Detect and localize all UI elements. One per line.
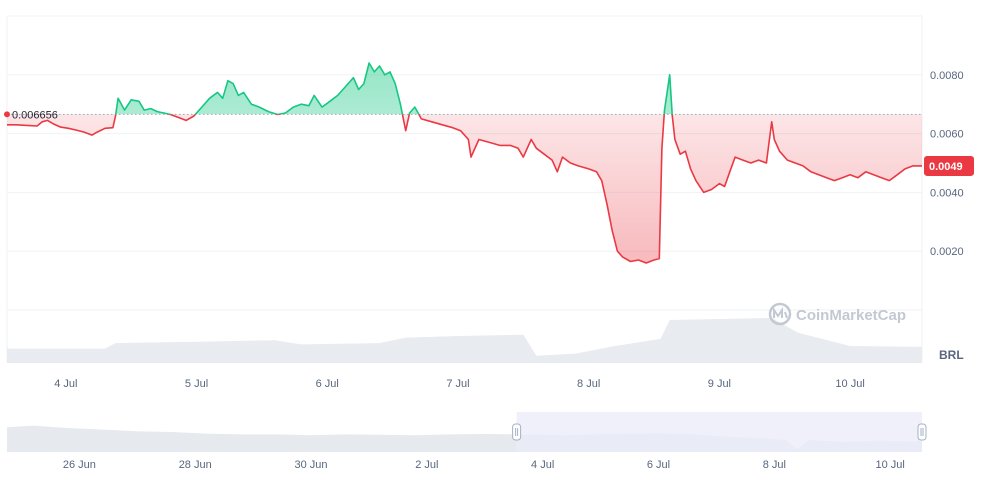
y-tick-label: 0.0060 xyxy=(930,129,964,141)
reference-dot xyxy=(4,111,10,118)
x-tick-label: 4 Jul xyxy=(54,378,77,390)
current-price-badge: 0.0049 xyxy=(924,155,974,176)
navigator-x-axis: 26 Jun 28 Jun 30 Jun 2 Jul 4 Jul 6 Jul 8 Jul 10… xyxy=(63,459,905,471)
x-tick-label: 5 Jul xyxy=(185,378,208,390)
navigator-selection[interactable] xyxy=(516,412,922,452)
navigator-handle-left[interactable] xyxy=(512,423,522,441)
reference-price-text: 0.006656 xyxy=(12,109,58,121)
volume-shape xyxy=(7,317,922,362)
navigator-x-tick-label: 30 Jun xyxy=(295,459,328,471)
x-tick-label: 6 Jul xyxy=(316,378,339,390)
x-tick-label: 8 Jul xyxy=(577,378,600,390)
range-navigator[interactable] xyxy=(7,412,927,452)
watermark-text: CoinMarketCap xyxy=(796,307,906,324)
x-tick-label: 7 Jul xyxy=(446,378,469,390)
navigator-x-tick-label: 6 Jul xyxy=(647,459,670,471)
y-axis: 0.0080 0.0060 0.0040 0.0020 xyxy=(930,70,964,258)
x-tick-label: 9 Jul xyxy=(708,378,731,390)
y-tick-label: 0.0080 xyxy=(930,70,964,82)
navigator-x-tick-label: 10 Jul xyxy=(875,459,904,471)
handle-grip[interactable] xyxy=(512,423,522,441)
x-tick-label: 10 Jul xyxy=(835,378,864,390)
grid-lines xyxy=(6,15,923,363)
current-price-text: 0.0049 xyxy=(929,161,963,173)
x-axis: 4 Jul 5 Jul 6 Jul 7 Jul 8 Jul 9 Jul 10 Jul xyxy=(54,378,865,390)
navigator-handle-right[interactable] xyxy=(917,423,927,441)
currency-label: BRL xyxy=(939,348,964,362)
coinmarketcap-watermark: CoinMarketCap xyxy=(768,302,906,326)
coinmarketcap-logo-icon xyxy=(768,302,792,326)
price-line-below xyxy=(7,114,922,264)
navigator-x-tick-label: 4 Jul xyxy=(531,459,554,471)
price-line xyxy=(7,62,922,264)
navigator-x-tick-label: 28 Jun xyxy=(179,459,212,471)
y-tick-label: 0.0040 xyxy=(930,187,964,199)
reference-price-label: 0.006656 xyxy=(4,109,58,121)
handle-grip[interactable] xyxy=(917,423,927,441)
y-tick-label: 0.0020 xyxy=(930,246,964,258)
navigator-x-tick-label: 8 Jul xyxy=(763,459,786,471)
volume-area xyxy=(7,317,922,362)
price-area-above xyxy=(7,63,922,115)
price-line-above xyxy=(114,62,673,115)
price-area-below xyxy=(7,114,922,263)
price-area xyxy=(7,63,922,263)
navigator-x-tick-label: 2 Jul xyxy=(415,459,438,471)
navigator-x-tick-label: 26 Jun xyxy=(63,459,96,471)
